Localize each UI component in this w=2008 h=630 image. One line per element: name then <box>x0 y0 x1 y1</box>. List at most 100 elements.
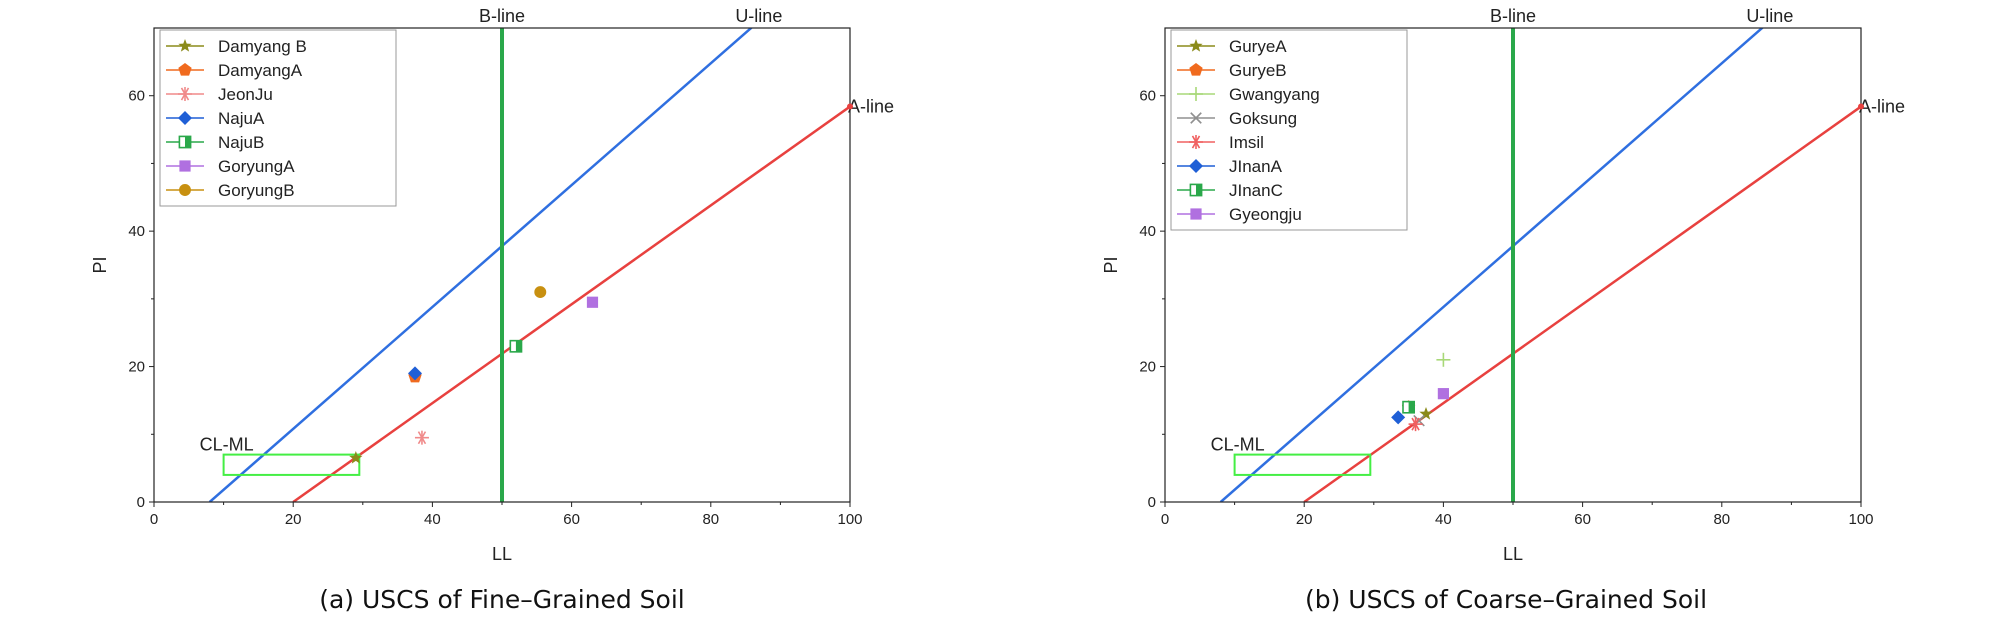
chart-a-ylabel: PI <box>90 256 110 273</box>
chart-b-xlabel: LL <box>1503 544 1523 564</box>
chart-b-legend-label: GuryeA <box>1229 37 1287 56</box>
chart-b-legend-marker <box>1190 112 1202 124</box>
chart-a-legend-item-jeonju: JeonJu <box>166 85 273 104</box>
chart-a-point-goryungb <box>534 286 547 299</box>
chart-b-legend-marker <box>1189 87 1203 101</box>
chart-b-legend-item-gwangyang: Gwangyang <box>1177 85 1320 104</box>
chart-a-xtick-label: 60 <box>563 511 580 528</box>
chart-a-legend-label: NajuA <box>218 109 265 128</box>
chart-a-point-najub <box>509 339 523 353</box>
chart-a-xtick-label: 80 <box>702 511 719 528</box>
chart-b-legend-marker <box>1189 39 1203 52</box>
chart-a-legend-marker <box>178 111 192 125</box>
chart-b-caption: (b) USCS of Coarse–Grained Soil <box>1304 585 1708 614</box>
chart-a-point-damyang-b <box>349 450 363 464</box>
chart-a-legend-marker <box>178 63 192 76</box>
chart-b-legend-item-jinanc: JInanC <box>1177 181 1283 200</box>
chart-a-canvas: 0 20 40 60 80 100 0 20 40 60 LL PI B-line U-line A-lin… <box>90 6 894 564</box>
chart-b-u-line <box>1219 28 1764 502</box>
chart-a-xtick-label: 40 <box>424 511 441 528</box>
chart-a-legend-box <box>159 29 397 207</box>
chart-b-legend-item-gyeongju: Gyeongju <box>1177 205 1302 224</box>
chart-b-ytick-label: 20 <box>1139 359 1156 376</box>
chart-b-legend-label: Gwangyang <box>1229 85 1320 104</box>
chart-b-canvas: 0 20 40 60 80 100 0 20 40 60 LL PI B-line U-line A-lin… <box>1101 6 1905 564</box>
chart-panel-a: 0 20 40 60 80 100 0 20 40 60 LL PI B-line U-line A-lin… <box>90 6 894 614</box>
chart-b-xtick-label: 100 <box>1848 511 1873 528</box>
chart-b-xtick-label: 60 <box>1574 511 1591 528</box>
chart-b-legend-box <box>1170 29 1408 231</box>
chart-b-legend-label: GuryeB <box>1229 61 1287 80</box>
chart-a-cl-ml-label: CL-ML <box>200 435 254 455</box>
chart-b-point-imsil <box>1408 417 1423 432</box>
chart-a-legend-marker <box>179 160 191 172</box>
chart-b-a-line <box>1303 105 1861 502</box>
chart-a-point-jeonju <box>414 430 429 445</box>
chart-a-point-goryunga <box>586 296 599 308</box>
chart-a-legend-item-damyanga: DamyangA <box>166 61 303 80</box>
chart-a-legend-item-najub: NajuB <box>166 133 264 152</box>
chart-a-ytick-label: 60 <box>128 88 145 105</box>
chart-b-legend-label: Goksung <box>1229 109 1297 128</box>
chart-a-xlabel: LL <box>492 544 512 564</box>
chart-a-xtick-label: 100 <box>837 511 862 528</box>
chart-b-a-line-end <box>1858 103 1864 110</box>
chart-a-legend: Damyang B DamyangA JeonJu NajuA NajuB Goryung… <box>159 29 397 207</box>
chart-a-legend-item-damyang-b: Damyang B <box>166 37 307 56</box>
chart-b-legend-item-guryeb: GuryeB <box>1177 61 1287 80</box>
chart-panel-b: 0 20 40 60 80 100 0 20 40 60 LL PI B-line U-line A-lin… <box>1004 0 2008 630</box>
chart-b-legend-label: JInanA <box>1229 157 1283 176</box>
chart-b-point-gwangyang <box>1436 352 1451 367</box>
chart-a-legend-label: DamyangA <box>218 61 303 80</box>
chart-a-xtick-label: 0 <box>150 511 158 528</box>
chart-b-legend-label: JInanC <box>1229 181 1283 200</box>
chart-b-legend-item-guryea: GuryeA <box>1177 37 1287 56</box>
chart-b-ylabel: PI <box>1101 256 1121 273</box>
chart-a-a-line <box>292 105 850 502</box>
chart-a-legend-marker <box>179 184 191 196</box>
chart-b-cl-ml-label: CL-ML <box>1211 435 1265 455</box>
chart-b-ytick-label: 40 <box>1139 223 1156 240</box>
chart-b-a-line-label: A-line <box>1859 97 1905 117</box>
chart-a-xtick-label: 20 <box>285 511 302 528</box>
chart-b-point-jinanc <box>1402 400 1415 414</box>
chart-b-u-line-label: U-line <box>1746 6 1793 26</box>
chart-a-ytick-label: 40 <box>128 223 145 240</box>
chart-a-legend-item-goryungb: GoryungB <box>166 181 295 200</box>
chart-b-legend-item-jinana: JInanA <box>1177 157 1283 176</box>
chart-a-plot-area <box>208 28 850 502</box>
chart-a-point-najua <box>408 366 422 381</box>
chart-a-b-line-label: B-line <box>479 6 525 26</box>
chart-b-point-gyeongju <box>1437 388 1449 400</box>
chart-a-a-line-label: A-line <box>848 97 894 117</box>
chart-b-legend-item-goksung: Goksung <box>1177 109 1297 128</box>
chart-a-legend-marker <box>178 87 192 101</box>
chart-a-legend-marker <box>178 135 192 149</box>
chart-b-plot-area <box>1219 28 1861 502</box>
chart-a-u-line <box>208 28 753 502</box>
chart-b-region-cl-ml <box>1233 453 1372 476</box>
chart-b-legend-marker <box>1189 159 1203 173</box>
chart-b-legend-item-imsil: Imsil <box>1177 133 1264 152</box>
chart-b-point-jinana <box>1391 410 1406 425</box>
chart-b-xtick-label: 80 <box>1713 511 1730 528</box>
chart-b-xtick-label: 40 <box>1435 511 1452 528</box>
chart-b-legend-label: Gyeongju <box>1229 205 1302 224</box>
chart-a-ytick-label: 0 <box>137 494 145 511</box>
chart-a-legend-label: GoryungB <box>218 181 295 200</box>
chart-a-u-line-label: U-line <box>735 6 782 26</box>
chart-b-b-line-label: B-line <box>1490 6 1536 26</box>
chart-b-xtick-label: 20 <box>1296 511 1313 528</box>
chart-a-ytick-label: 20 <box>128 359 145 376</box>
chart-b-legend-marker <box>1189 183 1203 197</box>
chart-b-xtick-label: 0 <box>1161 511 1169 528</box>
chart-a-legend-label: JeonJu <box>218 85 273 104</box>
chart-a-region-cl-ml <box>222 453 361 476</box>
chart-b-legend-marker <box>1190 208 1202 220</box>
chart-a-legend-item-goryunga: GoryungA <box>166 157 295 176</box>
chart-a-caption: (a) USCS of Fine–Grained Soil <box>319 585 685 614</box>
chart-b-ytick-label: 60 <box>1139 88 1156 105</box>
chart-b-legend-marker <box>1189 135 1203 149</box>
chart-a-a-line-end <box>847 103 853 110</box>
chart-a-legend-label: NajuB <box>218 133 264 152</box>
